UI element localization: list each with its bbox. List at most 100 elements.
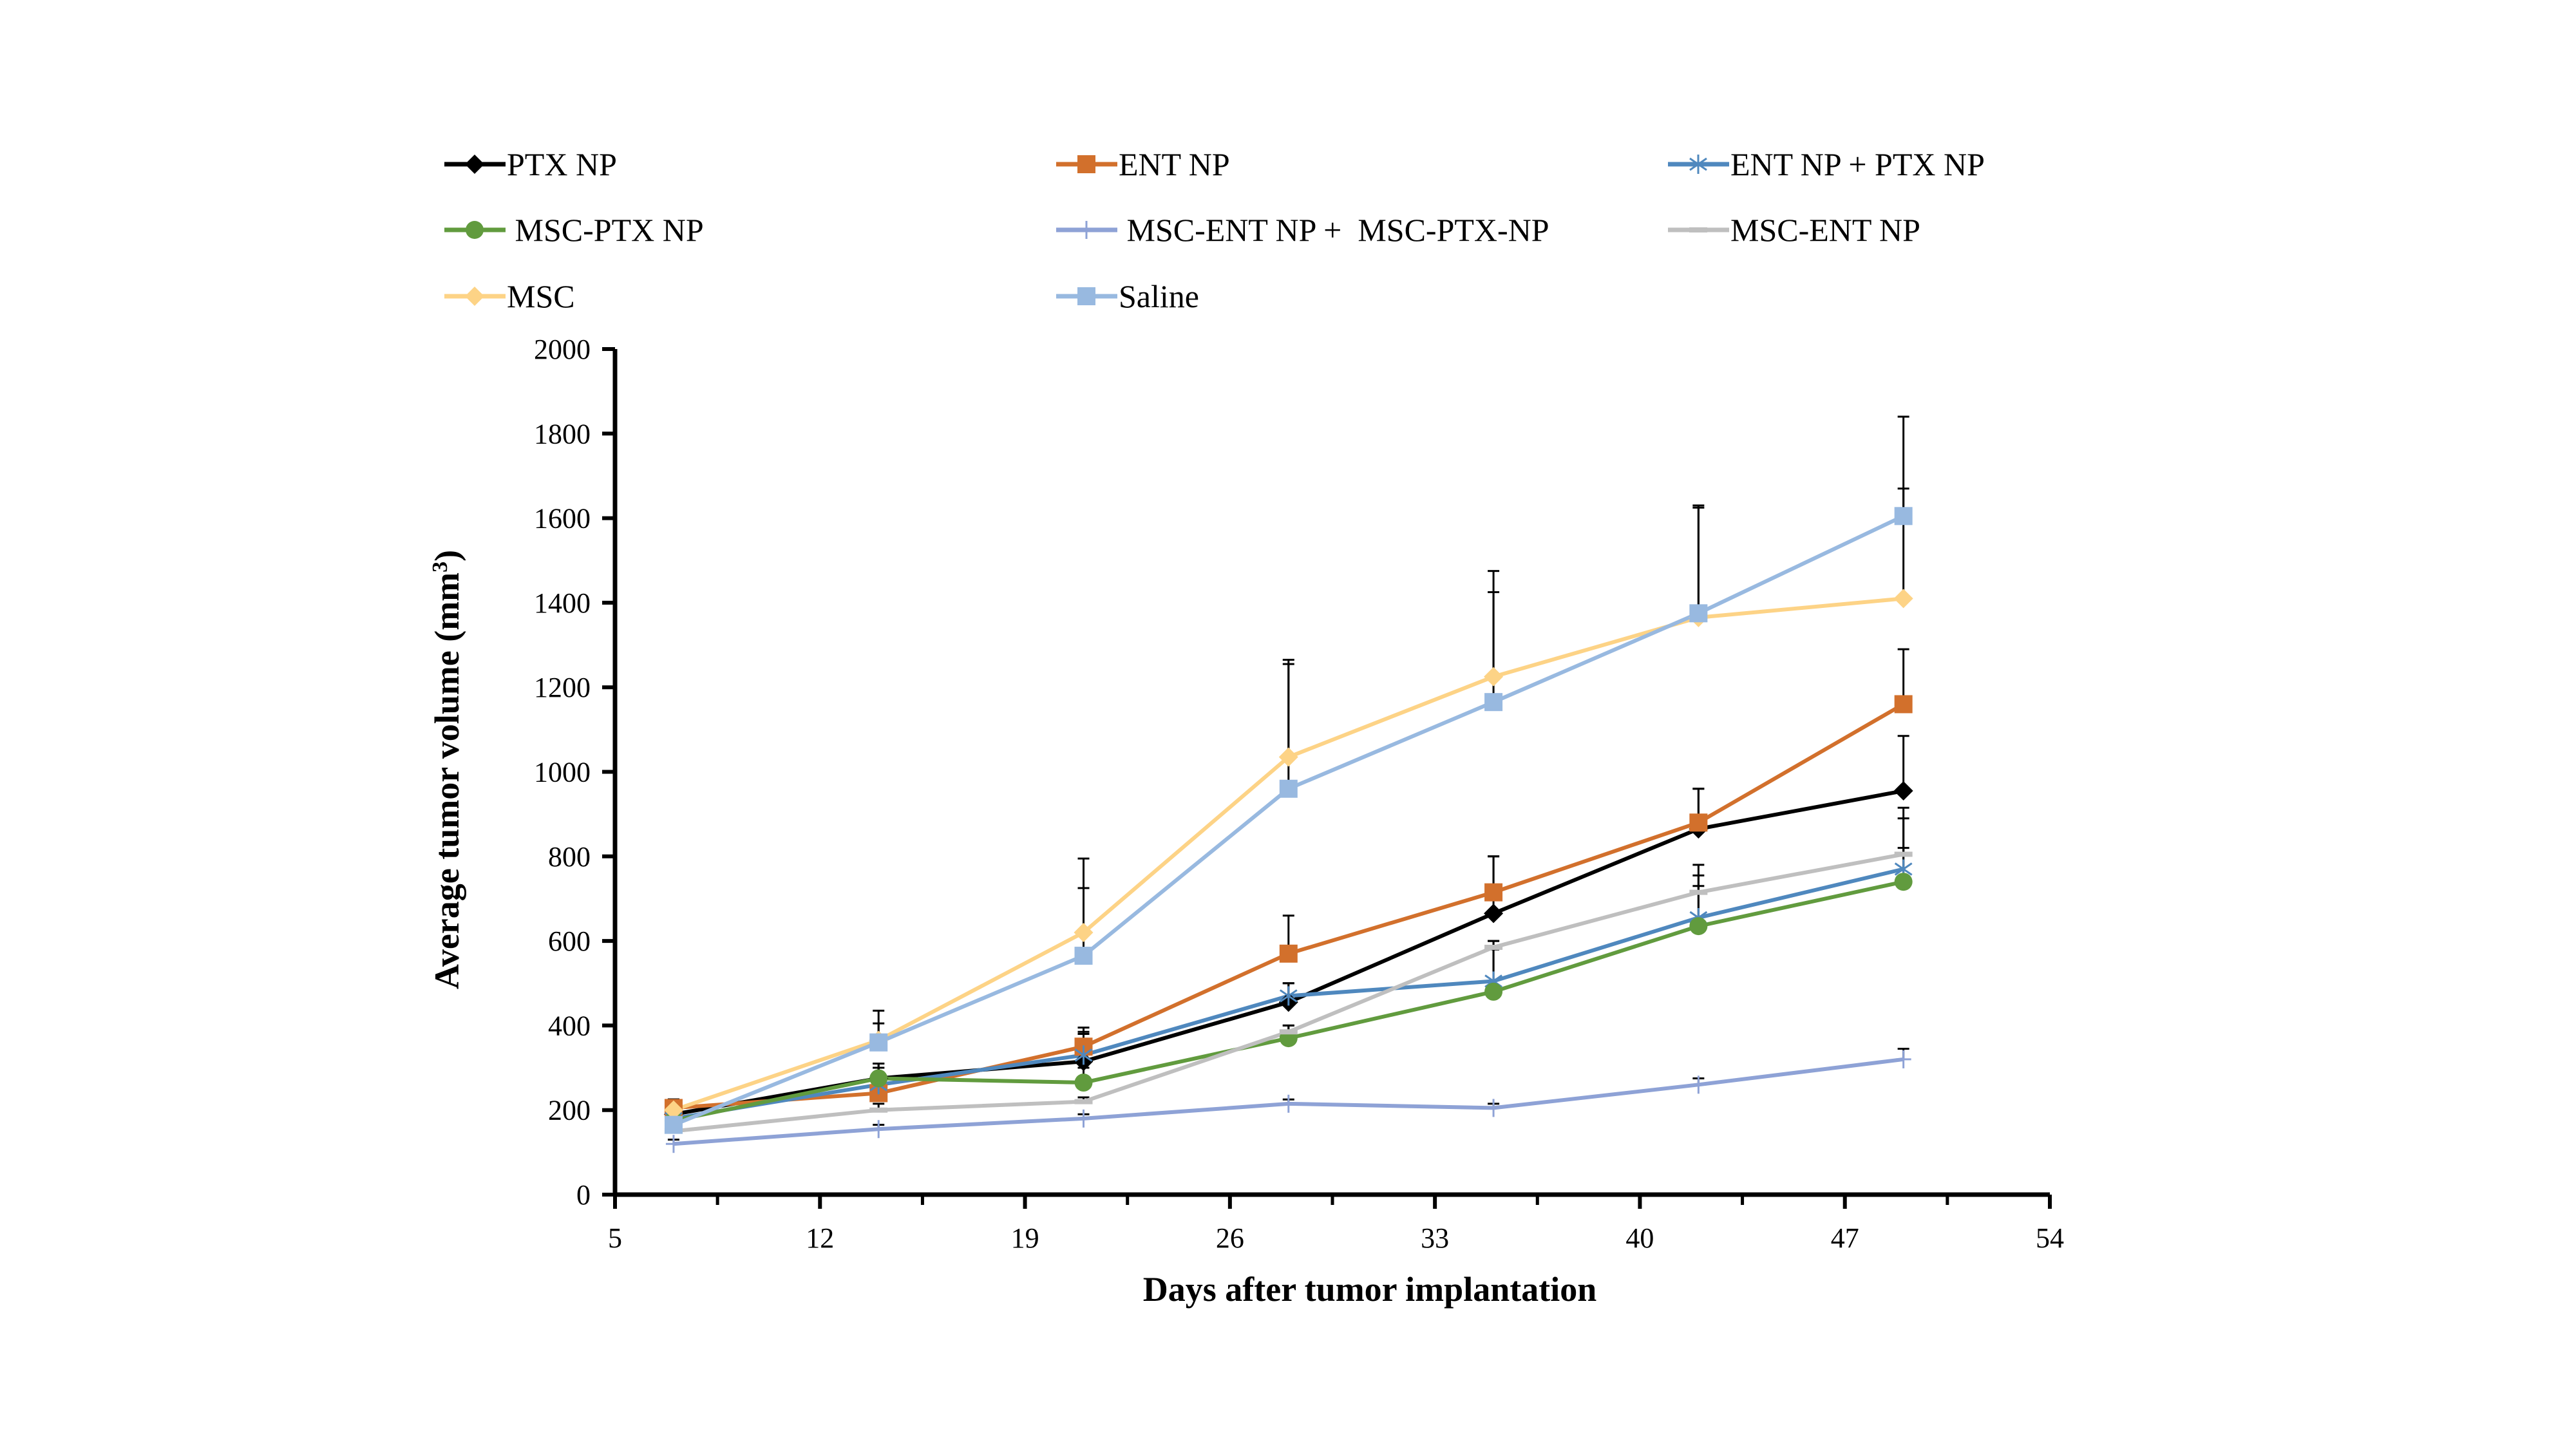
- x-tick-label: 19: [1011, 1222, 1039, 1254]
- data-point-ent-np-ptx-np: [1279, 986, 1298, 1006]
- data-point-msc-ent-np-msc-ptx-np: [1895, 1050, 1911, 1068]
- asterisk-stroke: [1689, 157, 1707, 171]
- data-point-msc: [1893, 589, 1913, 609]
- y-tick-label: 0: [576, 1179, 591, 1211]
- legend-swatch-saline: [1056, 287, 1117, 305]
- data-point-ent-np: [1279, 944, 1298, 963]
- data-point-msc-ptx-np: [1074, 1074, 1093, 1092]
- x-tick-label: 40: [1625, 1222, 1654, 1254]
- legend-swatch-ent-np-ptx-np: [1668, 155, 1729, 174]
- x-tick-label: 12: [806, 1222, 834, 1254]
- legend-swatch-ptx-np: [444, 155, 506, 174]
- legend-label: ENT NP: [1119, 146, 1230, 182]
- y-tick-label: 1000: [534, 757, 591, 788]
- legend-marker-square-icon: [1077, 287, 1095, 305]
- y-axis-title-sup: 3: [428, 562, 452, 573]
- legend-swatch-msc: [444, 287, 506, 306]
- data-point-ent-np: [1484, 883, 1503, 902]
- series-lines: [672, 514, 1905, 1146]
- data-point-saline: [1484, 693, 1503, 712]
- y-tick-label: 600: [548, 925, 591, 957]
- data-point-ent-np: [1894, 695, 1913, 714]
- x-tick-label: 54: [2036, 1222, 2064, 1254]
- legend-swatch-ent-np: [1056, 155, 1117, 173]
- asterisk-stroke: [1894, 862, 1913, 876]
- data-point-saline: [1689, 604, 1708, 623]
- legend-item-msc-ent-np-msc-ptx-np: MSC-ENT NP + MSC-PTX-NP: [1056, 211, 1549, 249]
- legend-label: MSC-ENT NP + MSC-PTX-NP: [1119, 212, 1549, 248]
- legend-marker-circle-icon: [466, 221, 484, 239]
- data-point-ptx-np: [1484, 904, 1504, 923]
- data-point-saline: [869, 1033, 888, 1052]
- data-point-ent-np: [1689, 813, 1708, 832]
- x-tick-label: 26: [1216, 1222, 1244, 1254]
- legend-label: MSC-PTX NP: [507, 212, 704, 248]
- asterisk-stroke: [1074, 1048, 1093, 1062]
- x-tick-label: 47: [1831, 1222, 1859, 1254]
- y-tick-label: 1800: [534, 418, 591, 450]
- y-axis-title: Average tumor volume (mm3): [428, 550, 466, 989]
- y-tick-label: 800: [548, 841, 591, 873]
- data-point-ent-np-ptx-np: [1074, 1045, 1093, 1065]
- data-point-msc-ptx-np: [1689, 917, 1708, 936]
- data-point-msc-ent-np-msc-ptx-np: [871, 1120, 887, 1139]
- legend-marker-square-icon: [1077, 155, 1095, 173]
- legend-marker-plus-icon: [1079, 221, 1094, 239]
- legend-item-msc-ptx-np: MSC-PTX NP: [444, 211, 704, 249]
- asterisk-stroke: [1279, 989, 1298, 1003]
- y-tick-label: 200: [548, 1095, 591, 1126]
- data-point-msc: [663, 1100, 683, 1120]
- data-point-msc-ent-np-msc-ptx-np: [1486, 1099, 1502, 1117]
- error-bar-saline: [1692, 506, 1705, 614]
- data-point-ptx-np: [1893, 781, 1913, 801]
- legend-item-ent-np-ptx-np: ENT NP + PTX NP: [1668, 145, 1985, 184]
- x-tick-label: 33: [1421, 1222, 1449, 1254]
- data-point-saline: [664, 1115, 683, 1134]
- series-markers: [663, 507, 1913, 1153]
- legend-label: MSC-ENT NP: [1730, 212, 1920, 248]
- y-axis-title-main: Average tumor volume (mm: [428, 573, 466, 989]
- legend-label: ENT NP + PTX NP: [1730, 146, 1985, 182]
- data-point-saline: [1074, 947, 1093, 965]
- data-point-msc-ptx-np: [1894, 873, 1913, 891]
- legend-item-ptx-np: PTX NP: [444, 145, 617, 184]
- data-point-msc: [1484, 667, 1504, 687]
- legend-item-msc-ent-np: MSC-ENT NP: [1668, 211, 1920, 249]
- legend-swatch-msc-ent-np: [1668, 227, 1729, 232]
- legend-marker-diamond-icon: [465, 155, 484, 174]
- y-axis-title-end: ): [428, 550, 466, 562]
- x-axis-title: Days after tumor implantation: [1143, 1270, 1596, 1309]
- data-point-msc-ptx-np: [1484, 982, 1503, 1001]
- data-point-msc-ent-np-msc-ptx-np: [665, 1135, 681, 1153]
- legend-label: MSC: [507, 278, 575, 314]
- legend-marker-asterisk-icon: [1689, 155, 1707, 174]
- y-tick-label: 1600: [534, 503, 591, 535]
- error-bar-saline: [1077, 887, 1090, 956]
- data-point-msc-ent-np-msc-ptx-np: [1690, 1075, 1707, 1094]
- x-ticks: 5 12 19 26 33 40 47 54: [608, 1195, 2064, 1254]
- data-point-saline: [1894, 507, 1913, 526]
- legend-label: PTX NP: [507, 146, 617, 182]
- data-point-msc-ent-np-msc-ptx-np: [1075, 1109, 1092, 1128]
- error-bars: [667, 415, 1909, 1144]
- x-tick-label: 5: [608, 1222, 622, 1254]
- error-bar-ent-np: [1897, 648, 1909, 705]
- legend-item-saline: Saline: [1056, 277, 1199, 316]
- data-point-msc-ent-np-msc-ptx-np: [1280, 1094, 1296, 1113]
- legend-swatch-msc-ent-np-msc-ptx-np: [1056, 221, 1117, 239]
- y-tick-label: 2000: [534, 334, 591, 365]
- data-point-msc: [1074, 922, 1094, 942]
- legend-item-msc: MSC: [444, 277, 575, 316]
- y-tick-label: 1400: [534, 587, 591, 619]
- legend-item-ent-np: ENT NP: [1056, 145, 1230, 184]
- legend-marker-diamond-icon: [465, 287, 484, 306]
- data-point-msc-ptx-np: [869, 1069, 888, 1088]
- data-point-saline: [1279, 779, 1298, 798]
- legend-label: Saline: [1119, 278, 1199, 314]
- error-bar-saline: [1282, 663, 1294, 789]
- legend-swatch-msc-ptx-np: [444, 221, 506, 239]
- data-point-msc: [1278, 747, 1298, 767]
- y-tick-label: 400: [548, 1010, 591, 1041]
- y-ticks: 0 200 400 600 800 1000 1200 1400 1600 1800 2000: [534, 334, 615, 1211]
